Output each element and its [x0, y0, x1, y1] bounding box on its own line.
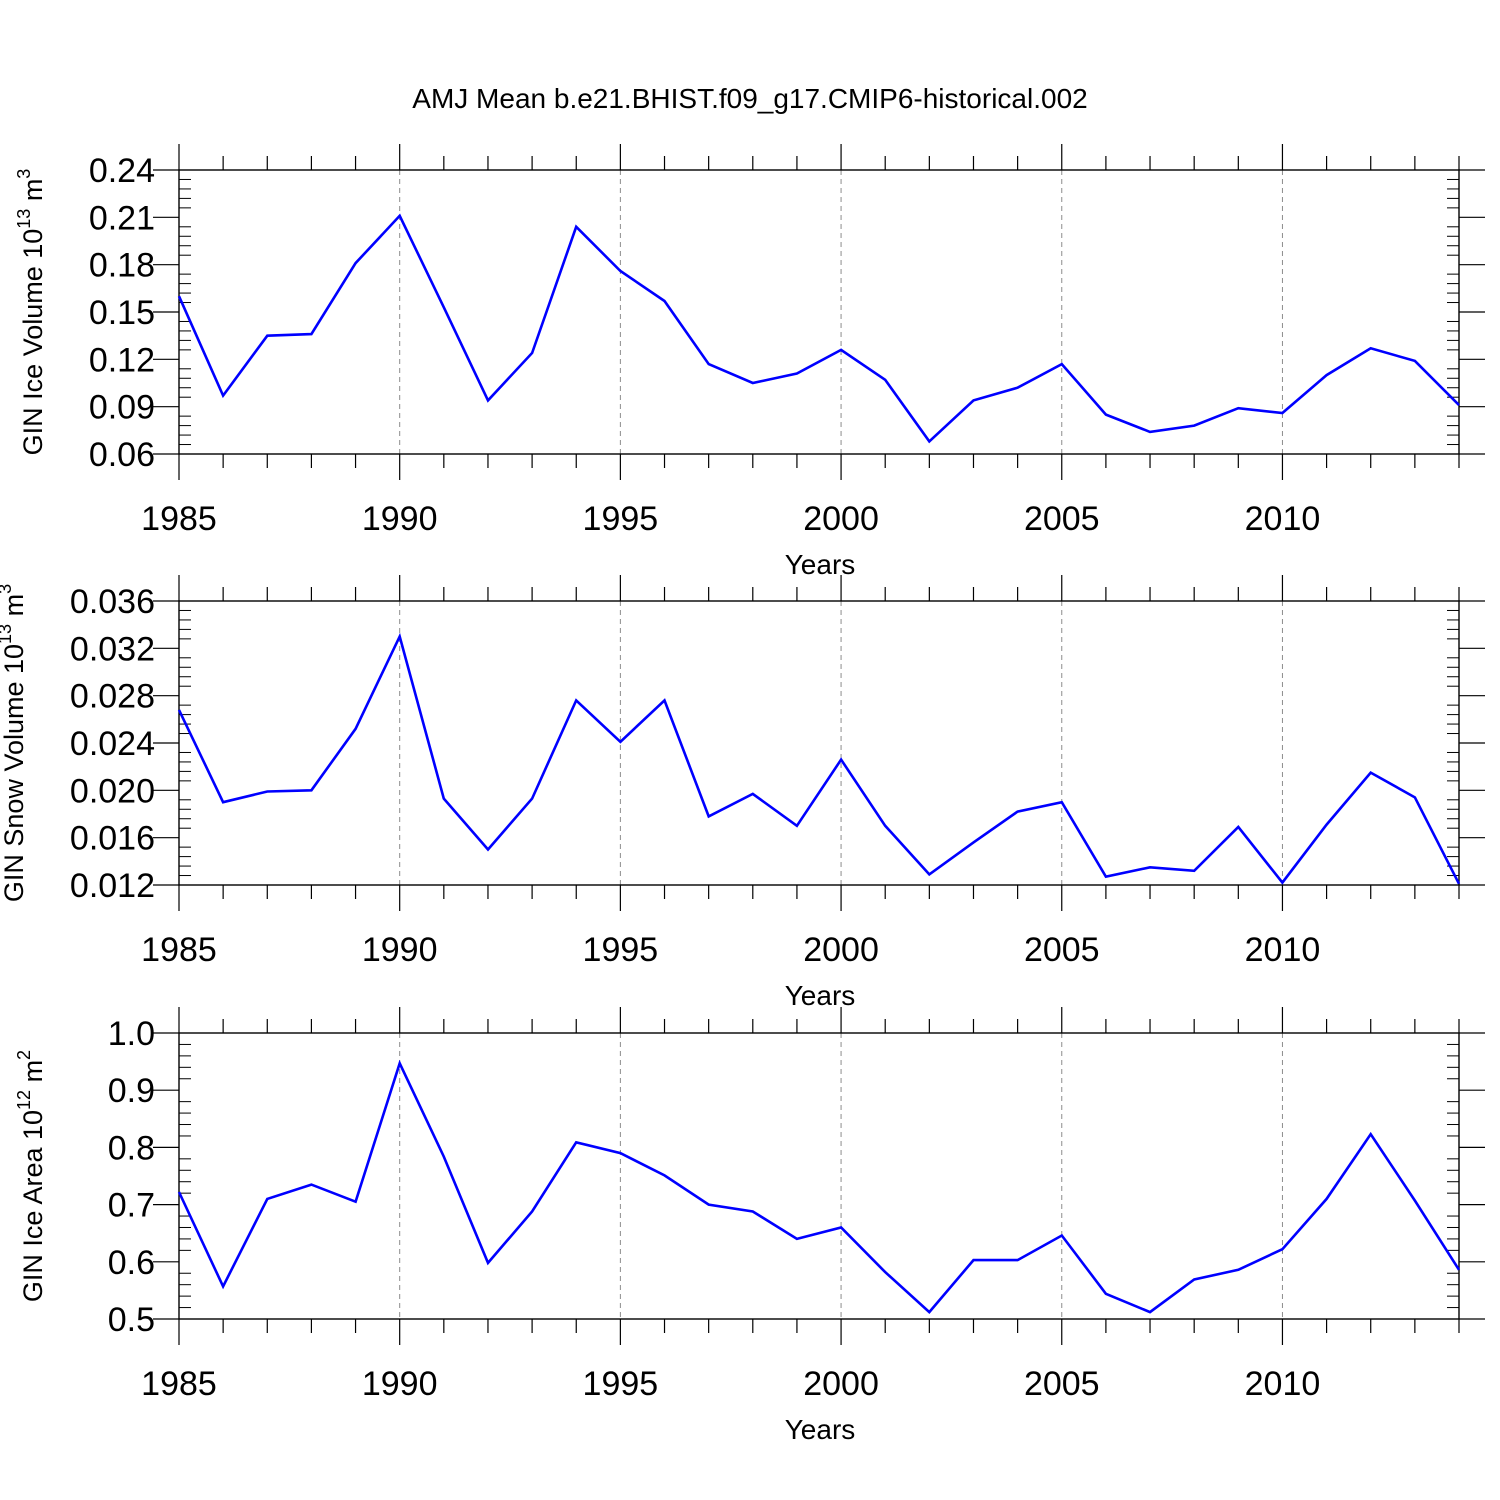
y-axis-label-unit-exponent: 3: [14, 169, 34, 179]
x-tick-label: 1995: [583, 500, 659, 538]
x-tick-label: 2010: [1245, 500, 1321, 538]
y-axis-label-unit: m: [0, 594, 29, 624]
y-axis-label: GIN Ice Volume 1013 m3: [14, 169, 48, 456]
y-axis-label-exponent: 12: [14, 1090, 34, 1110]
x-tick-label: 1985: [141, 931, 217, 969]
x-tick-label: 1985: [141, 500, 217, 538]
y-tick-label: 0.7: [108, 1187, 155, 1225]
y-axis-label-main: GIN Ice Area 10: [18, 1110, 48, 1302]
panel-3: 1985 1990 1995 2000 2005 2010 0.5 0.6 0.7 0.8 0.9 1…: [14, 1007, 1485, 1445]
series-line-3: [177, 1059, 1461, 1314]
x-tick-label: 1990: [362, 500, 438, 538]
y-tick-label: 0.06: [89, 436, 155, 474]
x-axis-label: Years: [785, 980, 856, 1011]
series-line-2: [177, 632, 1461, 885]
x-tick-label: 2005: [1024, 500, 1100, 538]
y-axis-label-exponent: 13: [14, 209, 34, 229]
y-axis-label-main: GIN Ice Volume 10: [18, 229, 48, 456]
y-axis-label: GIN Snow Volume 1013 m3: [0, 584, 29, 902]
y-tick-label: 0.012: [70, 867, 155, 905]
y-axis-label-unit-exponent: 2: [14, 1050, 34, 1060]
panels: 1985 1990 1995 2000 2005 2010 0.06 0.09 0.12 0.15…: [0, 144, 1485, 1445]
y-axis-label-unit-exponent: 3: [0, 584, 15, 594]
x-axis-label: Years: [785, 1414, 856, 1445]
x-axis-label: Years: [785, 549, 856, 580]
y-tick-label: 0.036: [70, 583, 155, 621]
y-axis-label: GIN Ice Area 1012 m2: [14, 1050, 48, 1302]
x-tick-label: 1990: [362, 931, 438, 969]
series-line-1: [177, 213, 1460, 444]
x-tick-label: 2000: [803, 1365, 879, 1403]
y-tick-label: 1.0: [108, 1015, 155, 1053]
y-tick-label: 0.9: [108, 1072, 155, 1110]
x-tick-label: 2010: [1245, 1365, 1321, 1403]
panel-2: 1985 1990 1995 2000 2005 2010 0.012 0.016 0.020 0…: [0, 575, 1485, 1011]
y-tick-label: 0.24: [89, 152, 155, 190]
y-tick-label: 0.18: [89, 247, 155, 285]
plot-frame: [178, 600, 1460, 886]
y-tick-label: 0.8: [108, 1129, 155, 1167]
x-tick-label: 2000: [803, 931, 879, 969]
y-tick-label: 0.5: [108, 1301, 155, 1339]
y-tick-label: 0.6: [108, 1244, 155, 1282]
x-tick-label: 1990: [362, 1365, 438, 1403]
y-axis-label-unit: m: [18, 1060, 48, 1090]
figure-title: AMJ Mean b.e21.BHIST.f09_g17.CMIP6-histo…: [412, 83, 1087, 114]
panel-1: 1985 1990 1995 2000 2005 2010 0.06 0.09 0.12 0.15…: [14, 144, 1485, 580]
y-tick-label: 0.016: [70, 820, 155, 858]
y-tick-label: 0.020: [70, 772, 155, 810]
y-axis-label-unit: m: [18, 179, 48, 209]
y-tick-label: 0.028: [70, 678, 155, 716]
x-tick-label: 1985: [141, 1365, 217, 1403]
x-tick-label: 2005: [1024, 931, 1100, 969]
x-tick-label: 1995: [583, 931, 659, 969]
y-tick-label: 0.032: [70, 630, 155, 668]
x-tick-label: 2010: [1245, 931, 1321, 969]
plot-frame: [178, 1032, 1460, 1320]
y-tick-label: 0.21: [89, 199, 155, 237]
y-tick-label: 0.024: [70, 725, 155, 763]
x-tick-label: 1995: [583, 1365, 659, 1403]
y-tick-label: 0.12: [89, 341, 155, 379]
y-axis-label-exponent: 13: [0, 624, 15, 644]
y-axis-label-main: GIN Snow Volume 10: [0, 644, 29, 902]
x-tick-label: 2000: [803, 500, 879, 538]
x-tick-label: 2005: [1024, 1365, 1100, 1403]
y-tick-label: 0.09: [89, 389, 155, 427]
y-tick-label: 0.15: [89, 294, 155, 332]
